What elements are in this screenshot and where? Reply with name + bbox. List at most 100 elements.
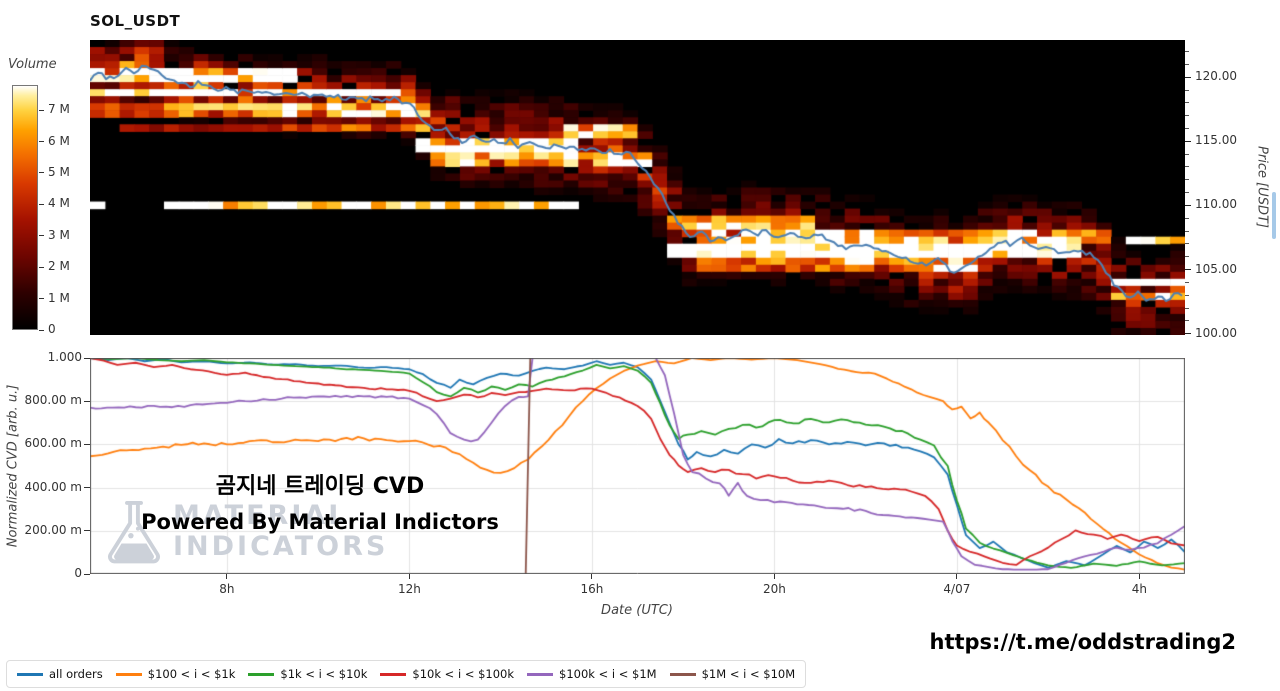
legend-label: all orders (49, 667, 103, 681)
price-minor-tick (1185, 281, 1189, 283)
cvd-ytick (84, 443, 90, 445)
legend-label: $100k < i < $1M (559, 667, 657, 681)
cvd-ytick-label: 600.00 m (24, 436, 83, 451)
cvd-xtick (408, 574, 410, 579)
price-tick (1185, 140, 1191, 142)
colorbar-title: Volume (8, 57, 57, 72)
price-minor-tick (1185, 256, 1189, 258)
colorbar-tick-label: 2 M (48, 259, 70, 274)
logo-word-material: MATERIAL (173, 500, 349, 531)
legend-item-6[interactable]: $1M < i < $10M (669, 667, 796, 681)
flask-icon (108, 500, 160, 564)
colorbar-tick-label: 7 M (48, 102, 70, 117)
legend-item-5[interactable]: $100k < i < $1M (527, 667, 657, 681)
price-tick (1185, 204, 1191, 206)
cvd-xtick-label: 16h (580, 582, 604, 596)
cvd-ytick (84, 400, 90, 402)
price-tick (1185, 269, 1191, 271)
price-tick-label: 110.00 (1195, 197, 1237, 212)
logo-words: MATERIAL INDICATORS (173, 500, 388, 562)
legend-item-4[interactable]: $10k < i < $100k (380, 667, 514, 681)
watermark-korean-title: 곰지네 트레이딩 CVD (215, 474, 425, 499)
cvd-ytick (84, 530, 90, 532)
price-minor-tick (1185, 243, 1189, 245)
legend-line-swatch (669, 672, 696, 676)
price-minor-tick (1185, 51, 1189, 53)
cvd-ytick (84, 357, 90, 359)
colorbar-tick-label: 4 M (48, 196, 70, 211)
legend-label: $1M < i < $10M (701, 667, 796, 681)
cvd-xtick-label: 20h (762, 582, 786, 596)
legend-item-1[interactable]: all orders (17, 667, 103, 681)
price-minor-tick (1185, 294, 1189, 296)
cvd-ytick-label: 1.000 (47, 350, 82, 364)
colorbar-tick (39, 266, 44, 268)
colorbar-tick-label: 3 M (48, 227, 70, 242)
price-minor-tick (1185, 192, 1189, 194)
cvd-ytick-label: 400.00 m (24, 479, 83, 494)
colorbar-tick (39, 141, 44, 143)
legend-item-2[interactable]: $100 < i < $1k (115, 667, 236, 681)
price-tick (1185, 76, 1191, 78)
legend-line-swatch (115, 672, 142, 676)
legend-line-swatch (380, 672, 407, 676)
price-tick-label: 120.00 (1195, 69, 1237, 84)
cvd-xtick (1138, 574, 1140, 579)
price-minor-tick (1185, 128, 1189, 129)
colorbar-tick (39, 235, 44, 237)
volume-colorbar (12, 85, 38, 330)
colorbar-tick (39, 329, 44, 331)
price-axis-title: Price [USDT] (1254, 146, 1270, 228)
price-minor-tick (1185, 89, 1189, 91)
cvd-ytick-label: 800.00 m (24, 393, 83, 408)
telegram-url[interactable]: https://t.me/oddstrading2 (929, 630, 1237, 654)
colorbar-tick-label: 0 (48, 322, 56, 336)
colorbar-tick (39, 298, 44, 300)
material-indicators-logo-watermark: MATERIAL INDICATORS (95, 492, 388, 570)
cvd-ytick (84, 487, 90, 489)
price-minor-tick (1185, 230, 1189, 232)
cvd-xtick (226, 574, 228, 579)
price-minor-tick (1185, 166, 1189, 168)
price-minor-tick (1185, 63, 1189, 65)
legend-item-3[interactable]: $1k < i < $10k (248, 667, 367, 681)
price-tick-label: 115.00 (1195, 133, 1237, 148)
legend-label: $100 < i < $1k (147, 667, 236, 681)
price-tick (1185, 333, 1191, 335)
price-minor-tick (1185, 320, 1189, 322)
price-tick-label: 105.00 (1195, 261, 1237, 276)
cvd-xtick-label: 8h (219, 582, 235, 596)
right-scroll-indicator[interactable] (1272, 192, 1276, 239)
chart-title: SOL_USDT (90, 12, 181, 30)
colorbar-tick (39, 203, 44, 205)
cvd-ytick (84, 573, 90, 575)
legend-line-swatch (248, 672, 275, 676)
price-tick-label: 100.00 (1195, 325, 1237, 340)
logo-word-indicators: INDICATORS (173, 531, 389, 562)
price-minor-tick (1185, 179, 1189, 181)
colorbar-tick-label: 6 M (48, 133, 70, 148)
legend-line-swatch (17, 672, 43, 676)
cvd-xtick (591, 574, 593, 579)
cvd-ytick-label: 200.00 m (24, 522, 83, 537)
cvd-xtick (773, 574, 775, 579)
cvd-xtick (956, 574, 958, 579)
cvd-xtick-label: 4/07 (943, 582, 971, 596)
watermark-text: 곰지네 트레이딩 CVD Powered By Material Indicto… (110, 468, 530, 534)
cvd-line-chart-canvas (90, 358, 1185, 574)
colorbar-tick (39, 109, 44, 111)
legend-label: $10k < i < $100k (412, 667, 515, 681)
cvd-xtick-label: 12h (397, 582, 421, 596)
legend-label: $1k < i < $10k (280, 667, 368, 681)
price-minor-tick (1185, 102, 1189, 104)
colorbar-tick-label: 5 M (48, 164, 70, 179)
cvd-ytick-label: 0 (74, 566, 82, 580)
price-minor-tick (1185, 153, 1189, 155)
colorbar-tick-label: 1 M (48, 290, 70, 305)
volume-heatmap-canvas (90, 40, 1185, 335)
legend-line-swatch (527, 672, 554, 676)
legend: all orders $100 < i < $1k $1k < i < $10k $1… (6, 660, 807, 688)
colorbar-tick (39, 172, 44, 174)
price-minor-tick (1185, 307, 1189, 309)
